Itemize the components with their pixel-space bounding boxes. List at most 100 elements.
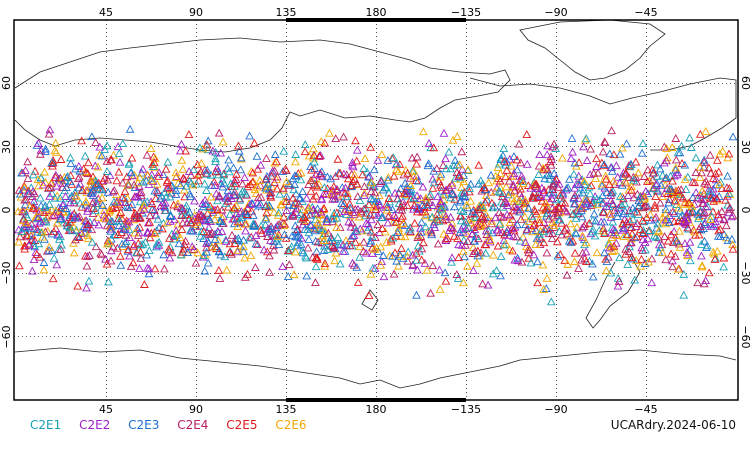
observation-marker <box>140 280 149 288</box>
observation-marker <box>591 216 600 225</box>
observation-marker <box>359 237 369 246</box>
x-tick-bottom: −135 <box>451 403 481 416</box>
observation-marker <box>44 183 53 192</box>
observation-marker <box>145 233 155 242</box>
observation-marker <box>716 231 725 240</box>
observation-marker <box>693 193 702 202</box>
observation-marker <box>256 160 266 169</box>
observation-marker <box>240 187 250 196</box>
observation-marker <box>54 207 64 216</box>
observation-marker <box>587 259 597 268</box>
observation-marker <box>151 194 161 202</box>
observation-marker <box>542 273 552 282</box>
observation-marker <box>352 262 362 271</box>
observation-marker <box>697 168 706 177</box>
observation-marker <box>175 146 185 155</box>
observation-marker <box>406 194 416 203</box>
observation-marker <box>159 250 169 259</box>
observation-marker <box>106 155 116 164</box>
observation-marker <box>72 191 81 200</box>
observation-marker <box>294 230 303 239</box>
observation-marker <box>250 138 259 147</box>
observation-marker <box>701 276 711 285</box>
observation-marker <box>543 141 552 150</box>
observation-marker <box>531 182 540 191</box>
observation-marker <box>377 257 387 265</box>
observation-marker <box>436 204 446 213</box>
observation-marker <box>359 204 369 213</box>
observation-marker <box>298 248 308 257</box>
observation-marker <box>39 208 49 217</box>
observation-marker <box>36 145 46 154</box>
observation-marker <box>605 179 614 188</box>
observation-marker <box>558 153 567 162</box>
observation-marker <box>280 230 289 239</box>
observation-marker <box>185 189 195 198</box>
observation-marker <box>562 270 572 279</box>
observation-marker <box>214 265 224 274</box>
observation-marker <box>563 183 573 192</box>
observation-marker <box>376 242 386 251</box>
observation-marker <box>143 170 152 179</box>
observation-marker <box>47 246 57 255</box>
observation-marker <box>67 226 77 235</box>
observation-marker <box>537 196 547 205</box>
observation-marker <box>630 275 640 284</box>
observation-marker <box>700 178 709 187</box>
observation-marker <box>724 149 734 158</box>
observation-marker <box>538 203 548 212</box>
observation-marker <box>478 279 487 288</box>
observation-marker <box>699 155 709 164</box>
observation-marker <box>508 180 518 189</box>
observation-marker <box>590 231 600 240</box>
observation-marker <box>474 160 484 169</box>
observation-marker <box>160 188 169 197</box>
y-tick-right: −30 <box>739 261 750 284</box>
observation-marker <box>210 215 220 224</box>
observation-marker <box>564 236 574 245</box>
observation-marker <box>133 178 143 187</box>
observation-marker <box>580 180 589 188</box>
observation-marker <box>236 218 246 227</box>
observation-marker <box>83 169 93 178</box>
observation-marker <box>304 234 314 243</box>
observation-marker <box>282 191 291 200</box>
observation-marker <box>373 155 383 164</box>
observation-marker <box>502 157 512 166</box>
observation-marker <box>130 213 139 222</box>
observation-marker <box>223 202 233 211</box>
observation-marker <box>407 185 416 193</box>
observation-marker <box>525 245 535 254</box>
observation-marker <box>69 222 79 231</box>
observation-marker <box>495 169 505 178</box>
observation-marker <box>241 209 250 218</box>
observation-marker <box>311 180 321 189</box>
observation-marker <box>522 224 532 233</box>
observation-marker <box>457 240 467 249</box>
observation-marker <box>83 234 93 243</box>
observation-marker <box>266 188 276 197</box>
observation-marker <box>256 199 265 208</box>
observation-marker <box>253 164 263 173</box>
observation-marker <box>615 192 625 200</box>
observation-marker <box>633 168 643 177</box>
observation-marker <box>499 236 509 245</box>
observation-marker <box>199 234 208 242</box>
observation-marker <box>446 212 456 221</box>
observation-marker <box>24 222 34 231</box>
observation-marker <box>648 175 658 184</box>
observation-marker <box>36 228 46 237</box>
observation-marker <box>582 199 592 208</box>
observation-marker <box>428 261 438 270</box>
observation-marker <box>574 158 584 166</box>
observation-marker <box>97 250 107 259</box>
observation-marker <box>87 225 97 234</box>
observation-marker <box>687 201 697 210</box>
observation-marker <box>233 222 243 231</box>
observation-marker <box>406 181 416 190</box>
observation-marker <box>637 254 646 263</box>
observation-marker <box>222 265 232 274</box>
observation-marker <box>412 207 422 216</box>
observation-marker <box>213 227 223 235</box>
observation-marker <box>239 246 249 255</box>
